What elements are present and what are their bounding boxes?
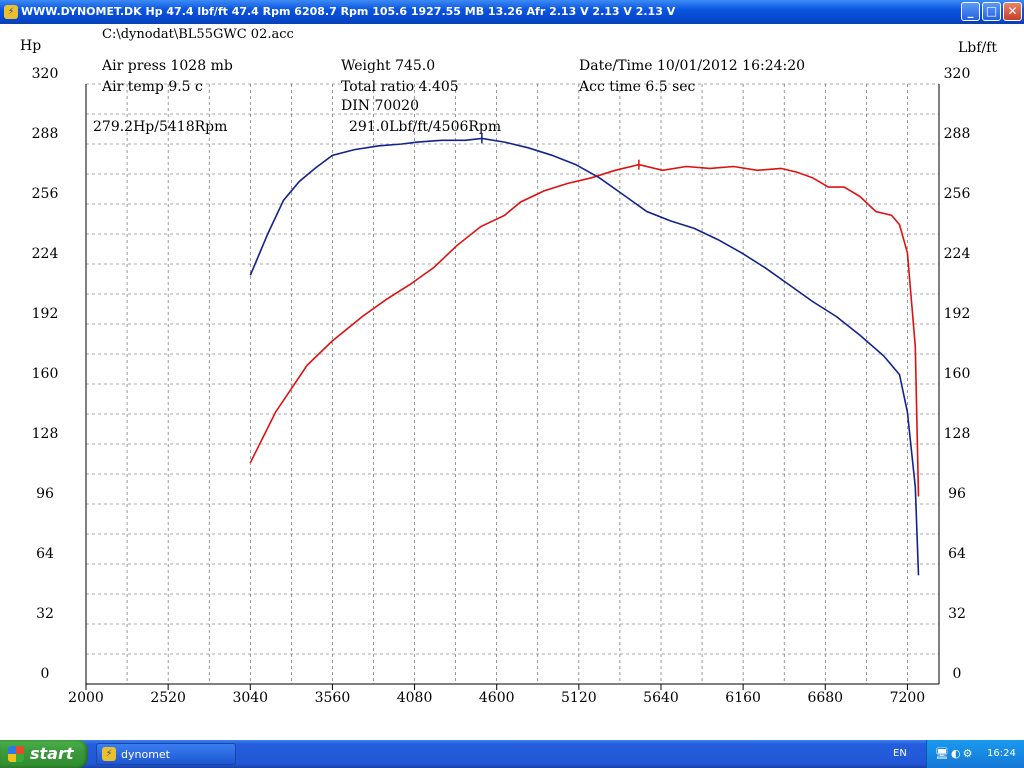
y-tick-label-right: 96 [948,486,966,502]
y-tick-label-left: 128 [32,426,59,442]
weight-label: Weight 745.0 [341,58,435,74]
total-ratio-label: Total ratio 4.405 [341,79,459,95]
x-tick-label: 5120 [561,690,597,706]
x-tick-label: 3040 [232,690,268,706]
left-y-ticks: 0 32 64 96 128 160 192 224 256 288 320 [32,66,59,682]
x-tick-label: 6160 [725,690,761,706]
window-title: WWW.DYNOMET.DK Hp 47.4 lbf/ft 47.4 Rpm 6… [21,5,676,18]
y-tick-label-right: 288 [944,126,971,142]
y-tick-label-left: 320 [32,66,59,82]
y-tick-label-left: 32 [36,606,54,622]
tray-icons[interactable]: 🖥◐⚙ [935,747,975,760]
date-time-label: Date/Time 10/01/2012 16:24:20 [579,58,805,74]
dyno-app-icon[interactable]: ⚡ [4,5,18,19]
din-label: DIN 70020 [341,98,419,114]
x-tick-label: 5640 [643,690,679,706]
y-tick-label-right: 224 [944,246,971,262]
x-tick-label: 3560 [315,690,351,706]
minimize-button[interactable]: _ [961,2,980,21]
window-title-bar[interactable]: ⚡ WWW.DYNOMET.DK Hp 47.4 lbf/ft 47.4 Rpm… [0,0,1024,24]
right-y-ticks: 0 32 64 96 128 160 192 224 256 288 320 [944,66,971,682]
taskbar-item-label: dynomet [121,748,170,761]
y-tick-label-right: 320 [944,66,971,82]
y-tick-label-left: 0 [41,666,50,682]
acc-time-label: Acc time 6.5 sec [578,79,696,95]
air-temp-label: Air temp 9.5 c [101,79,203,95]
hp-series-line [249,163,920,497]
right-axis-label: Lbf/ft [958,40,997,56]
torque-series-line [249,137,920,576]
file-path: C:\dynodat\BL55GWC 02.acc [102,27,294,42]
system-tray: 🖥◐⚙ 16:24 [926,740,1024,768]
taskbar-item-dynomet[interactable]: ⚡ dynomet [96,743,236,765]
chart-grid [86,83,939,684]
y-tick-label-right: 32 [948,606,966,622]
y-tick-label-left: 64 [36,546,54,562]
x-tick-label: 6680 [807,690,843,706]
start-label: start [30,744,74,763]
y-tick-label-left: 96 [36,486,54,502]
language-indicator[interactable]: EN [893,748,907,759]
clock: 16:24 [987,748,1016,759]
close-button[interactable]: ✕ [1003,2,1022,21]
y-tick-label-left: 256 [32,186,59,202]
y-tick-label-left: 224 [32,246,59,262]
y-tick-label-right: 64 [948,546,966,562]
y-tick-label-left: 192 [32,306,59,322]
y-tick-label-right: 192 [944,306,971,322]
y-tick-label-right: 256 [944,186,971,202]
x-tick-label: 4600 [479,690,515,706]
y-tick-label-right: 0 [953,666,962,682]
windows-logo-icon [8,746,24,762]
maximize-button[interactable]: □ [982,2,1001,21]
left-axis-label: Hp [20,38,41,54]
y-tick-label-left: 288 [32,126,59,142]
air-press-label: Air press 1028 mb [101,58,233,74]
y-tick-label-right: 160 [944,366,971,382]
y-tick-label-right: 128 [944,426,971,442]
x-tick-label: 2520 [150,690,186,706]
x-tick-label: 7200 [890,690,926,706]
start-button[interactable]: start [0,740,88,768]
x-ticks: 2000 2520 3040 3560 4080 4600 5120 5640 6160 6680… [68,684,925,706]
x-tick-label: 4080 [397,690,433,706]
dyno-app-icon: ⚡ [102,747,116,761]
y-tick-label-left: 160 [32,366,59,382]
x-tick-label: 2000 [68,690,104,706]
dyno-chart: 0 32 64 96 128 160 192 224 256 288 320 0 32 64 96 128 1… [20,38,997,706]
torque-peak-label: 291.0Lbf/ft/4506Rpm [349,119,501,135]
hp-peak-label: 279.2Hp/5418Rpm [93,119,227,135]
taskbar: start ⚡ dynomet EN 🖥◐⚙ 16:24 [0,740,1024,768]
